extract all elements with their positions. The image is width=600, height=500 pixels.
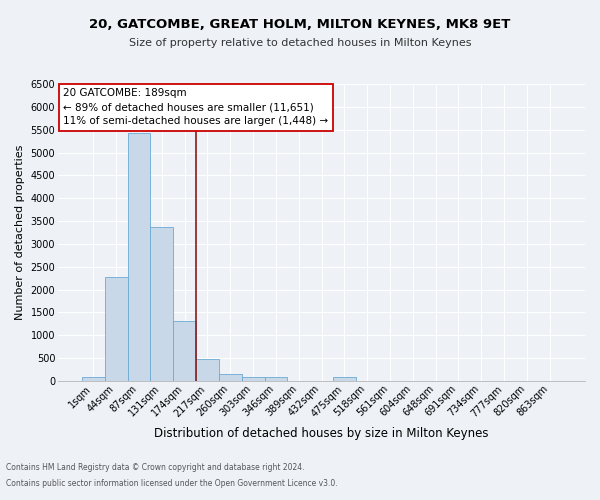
Text: 20 GATCOMBE: 189sqm
← 89% of detached houses are smaller (11,651)
11% of semi-de: 20 GATCOMBE: 189sqm ← 89% of detached ho… [64, 88, 328, 126]
Text: 20, GATCOMBE, GREAT HOLM, MILTON KEYNES, MK8 9ET: 20, GATCOMBE, GREAT HOLM, MILTON KEYNES,… [89, 18, 511, 30]
Bar [265, 377, 287, 381]
Text: Size of property relative to detached houses in Milton Keynes: Size of property relative to detached ho… [129, 38, 471, 48]
Bar [128, 133, 151, 381]
Bar [151, 226, 173, 381]
Bar [196, 360, 219, 381]
Text: Contains HM Land Registry data © Crown copyright and database right 2024.: Contains HM Land Registry data © Crown c… [6, 464, 305, 472]
Text: Contains public sector information licensed under the Open Government Licence v3: Contains public sector information licen… [6, 478, 338, 488]
X-axis label: Distribution of detached houses by size in Milton Keynes: Distribution of detached houses by size … [154, 427, 489, 440]
Bar [219, 374, 242, 381]
Bar [173, 321, 196, 381]
Bar [242, 377, 265, 381]
Bar [105, 277, 128, 381]
Y-axis label: Number of detached properties: Number of detached properties [15, 145, 25, 320]
Bar [333, 377, 356, 381]
Bar [82, 377, 105, 381]
